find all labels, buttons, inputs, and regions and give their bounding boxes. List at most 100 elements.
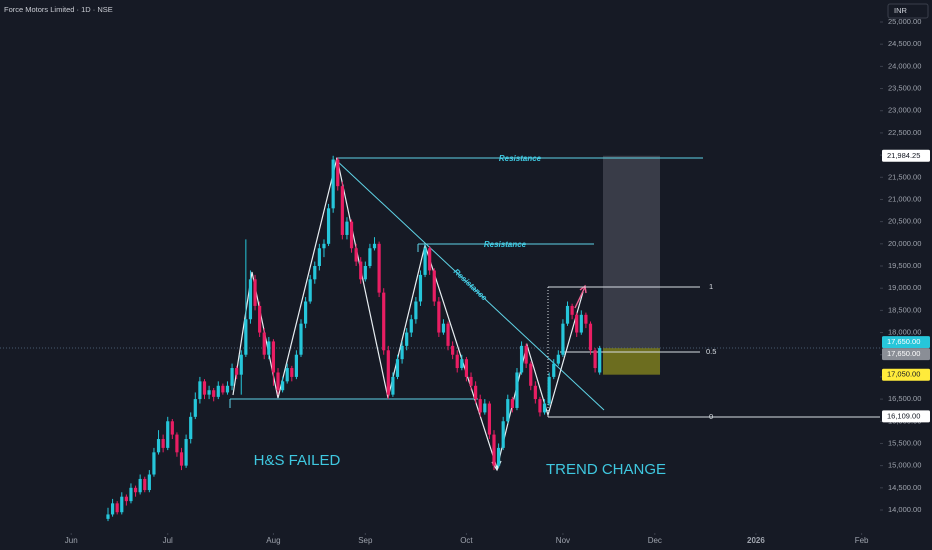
- candle-body: [496, 447, 501, 466]
- candle-body: [446, 323, 450, 346]
- currency[interactable]: INR: [894, 6, 908, 15]
- candle-body: [129, 487, 133, 502]
- fib-label: 0: [709, 412, 713, 421]
- candle-body: [317, 248, 321, 266]
- candle-body: [161, 439, 165, 448]
- candle-body: [331, 159, 335, 209]
- candle-body: [244, 319, 248, 355]
- candle-body: [156, 439, 161, 453]
- candle-body: [588, 323, 593, 351]
- candle-body: [359, 261, 363, 280]
- candle-body: [110, 503, 115, 515]
- y-tick-label: 15,500.00: [888, 438, 921, 447]
- candle-body: [349, 221, 354, 249]
- candle-body: [336, 159, 340, 187]
- candle-body: [575, 314, 579, 333]
- candle-body: [372, 243, 377, 249]
- y-tick-label: 22,500.00: [888, 128, 921, 137]
- candle-body: [598, 348, 602, 373]
- candle-body: [326, 208, 331, 244]
- price-tag: [882, 368, 930, 381]
- candle-body: [198, 381, 202, 400]
- candle-body: [354, 248, 358, 262]
- target-zone: [603, 155, 660, 349]
- candle-body: [340, 186, 344, 235]
- y-tick-label: 19,500.00: [888, 261, 921, 270]
- candle-body: [469, 376, 473, 386]
- candle-body: [207, 390, 211, 395]
- candle-body: [290, 368, 294, 377]
- candle-body: [225, 385, 230, 393]
- candle-body: [428, 248, 432, 271]
- price-tag: [882, 410, 930, 423]
- candle-body: [506, 399, 510, 422]
- y-tick-label: 18,000.00: [888, 328, 921, 337]
- candle-body: [510, 399, 514, 408]
- x-tick-label: Jul: [163, 536, 173, 545]
- candle-body: [124, 496, 128, 502]
- candle-body: [248, 279, 253, 320]
- y-tick-label: 16,500.00: [888, 394, 921, 403]
- x-tick-label: Dec: [648, 536, 662, 545]
- annotation: Resistance: [499, 154, 542, 163]
- y-tick-label: 20,500.00: [888, 217, 921, 226]
- candle-body: [593, 350, 597, 369]
- candle-body: [487, 403, 491, 435]
- candle-body: [216, 385, 220, 397]
- candle-body: [179, 452, 184, 466]
- x-tick-label: Oct: [460, 536, 473, 545]
- y-tick-label: 23,500.00: [888, 84, 921, 93]
- y-tick-label: 25,000.00: [888, 17, 921, 26]
- candle-body: [345, 221, 349, 235]
- candle-body: [460, 359, 464, 369]
- candle-body: [483, 403, 487, 413]
- candle-body: [377, 243, 381, 293]
- currency-box[interactable]: [887, 3, 929, 19]
- candle-body: [271, 341, 276, 373]
- candle-body: [308, 279, 312, 302]
- price-tag: [882, 149, 930, 162]
- candle-body: [529, 363, 533, 386]
- candle-body: [143, 478, 147, 491]
- candle-body: [547, 376, 551, 404]
- candle-body: [538, 399, 542, 413]
- candle-body: [170, 421, 174, 435]
- candle-body: [230, 368, 234, 386]
- candle-body: [368, 248, 372, 266]
- candle-body: [391, 376, 395, 395]
- price-tag: [882, 336, 930, 349]
- candle-body: [184, 439, 188, 466]
- price-tag-label: 17,650.00: [887, 337, 920, 346]
- candle-body: [441, 323, 446, 333]
- candle-body: [474, 385, 478, 400]
- candle-body: [166, 421, 170, 448]
- candle-body: [133, 487, 138, 493]
- candle-body: [276, 372, 280, 391]
- candle-body: [565, 305, 570, 324]
- candle-body: [239, 354, 243, 375]
- candle-body: [303, 301, 308, 324]
- candle-body: [552, 363, 556, 377]
- stop-zone: [603, 348, 660, 375]
- candle-body: [212, 390, 216, 397]
- candle-body: [437, 301, 441, 333]
- candle-body: [556, 354, 560, 364]
- candle-body: [262, 332, 266, 355]
- candle-body: [138, 478, 142, 493]
- candle-body: [202, 381, 207, 395]
- candle-body: [418, 274, 423, 302]
- candle-body: [299, 323, 303, 355]
- y-tick-label: 14,500.00: [888, 483, 921, 492]
- candle-body: [570, 305, 574, 315]
- candle-body: [515, 372, 519, 408]
- fib-label: 1: [709, 282, 713, 291]
- y-tick-label: 18,500.00: [888, 305, 921, 314]
- candle-body: [386, 350, 390, 395]
- y-tick-label: 15,000.00: [888, 461, 921, 470]
- annotation: TREND CHANGE: [546, 461, 666, 478]
- candle-body: [147, 474, 151, 491]
- candle-body: [106, 514, 110, 519]
- candle-body: [455, 354, 459, 369]
- candle-body: [363, 266, 367, 280]
